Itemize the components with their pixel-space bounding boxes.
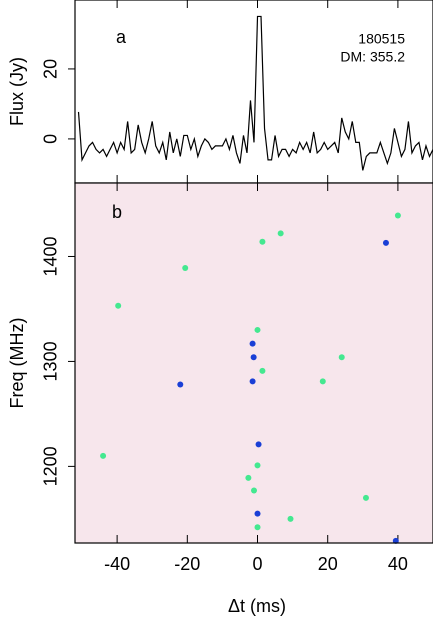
bright-pixel <box>254 524 261 531</box>
bright-pixel <box>249 378 256 385</box>
plot-frame <box>74 0 433 184</box>
bright-pixel <box>254 326 261 333</box>
bright-pixel <box>254 510 261 517</box>
bright-pixel <box>254 462 261 469</box>
x-tick-label: -40 <box>104 554 130 574</box>
annotation: b <box>112 202 122 222</box>
x-tick-label: 20 <box>318 554 338 574</box>
bright-pixel <box>338 354 345 361</box>
plot-background <box>75 183 433 543</box>
annotation: DM: 355.2 <box>340 49 405 65</box>
bright-pixel <box>182 265 189 272</box>
bright-pixel <box>362 494 369 501</box>
bright-pixel <box>245 474 252 481</box>
annotation: a <box>116 27 127 47</box>
bright-pixel <box>115 302 122 309</box>
x-tick-label: 40 <box>388 554 408 574</box>
bright-pixel <box>259 238 266 245</box>
y-axis-label: Freq (MHz) <box>7 318 27 409</box>
bright-pixel <box>250 354 257 361</box>
y-tick-label: 0 <box>41 134 61 144</box>
y-tick-label: 1200 <box>41 446 61 486</box>
plot-frame <box>74 182 433 544</box>
bright-pixel <box>259 367 266 374</box>
bright-pixel <box>394 212 401 219</box>
bright-pixel <box>255 441 262 448</box>
annotation: 180515 <box>358 31 405 47</box>
bright-pixel <box>382 239 389 246</box>
bright-pixel <box>319 378 326 385</box>
x-axis-label: Δt (ms) <box>228 596 286 616</box>
bright-pixel <box>277 230 284 237</box>
y-axis-label: Flux (Jy) <box>7 57 27 126</box>
x-tick-label: 0 <box>253 554 263 574</box>
bright-pixel <box>249 340 256 347</box>
bright-pixel <box>251 487 257 494</box>
bright-pixel <box>287 515 294 522</box>
y-tick-label: 20 <box>41 59 61 79</box>
bright-pixel <box>100 452 107 459</box>
x-tick-label: -20 <box>174 554 200 574</box>
y-tick-label: 1400 <box>41 236 61 276</box>
y-tick-label: 1300 <box>41 341 61 381</box>
flux-line <box>77 15 433 171</box>
bright-pixel <box>177 381 184 388</box>
